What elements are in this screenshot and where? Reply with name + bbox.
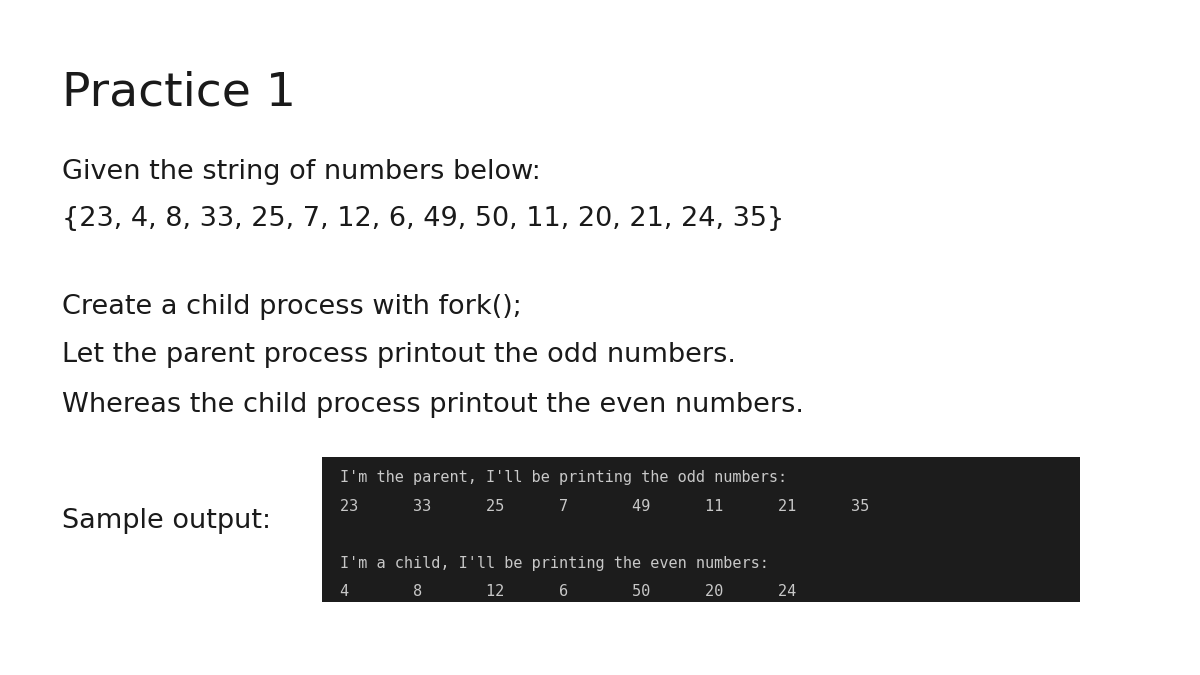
Text: 4       8       12      6       50      20      24: 4 8 12 6 50 20 24 <box>340 584 796 599</box>
Text: Given the string of numbers below:: Given the string of numbers below: <box>62 159 541 185</box>
Text: 23      33      25      7       49      11      21      35: 23 33 25 7 49 11 21 35 <box>340 499 869 514</box>
Text: I'm a child, I'll be printing the even numbers:: I'm a child, I'll be printing the even n… <box>340 556 768 570</box>
Text: I'm the parent, I'll be printing the odd numbers:: I'm the parent, I'll be printing the odd… <box>340 470 787 485</box>
Text: Sample output:: Sample output: <box>62 508 271 534</box>
Text: {23, 4, 8, 33, 25, 7, 12, 6, 49, 50, 11, 20, 21, 24, 35}: {23, 4, 8, 33, 25, 7, 12, 6, 49, 50, 11,… <box>62 206 785 232</box>
FancyBboxPatch shape <box>322 457 1080 602</box>
Text: Create a child process with fork();: Create a child process with fork(); <box>62 294 522 320</box>
Text: Practice 1: Practice 1 <box>62 71 296 116</box>
Text: Let the parent process printout the odd numbers.: Let the parent process printout the odd … <box>62 342 737 369</box>
Text: Whereas the child process printout the even numbers.: Whereas the child process printout the e… <box>62 392 804 418</box>
